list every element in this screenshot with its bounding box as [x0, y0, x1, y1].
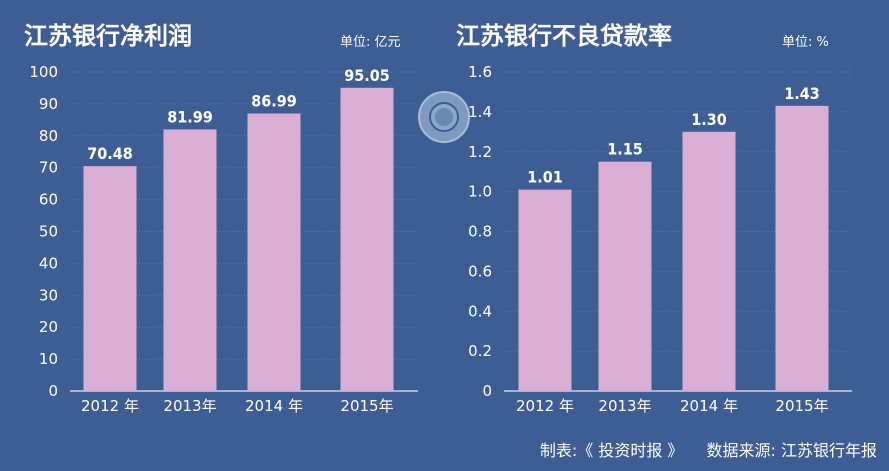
net-profit-y-tick-label: 30: [39, 286, 58, 304]
net-profit-data-label: 86.99: [251, 92, 297, 111]
npl-ratio-bar: [518, 189, 572, 391]
npl-ratio-y-tick-label: 0.2: [468, 342, 492, 360]
npl-ratio-y-tick-label: 1.0: [468, 183, 492, 201]
footer-source: 数据来源: 江苏银行年报: [706, 441, 877, 460]
npl-ratio-title: 江苏银行不良贷款率: [456, 22, 672, 50]
npl-ratio-data-label: 1.15: [607, 140, 643, 159]
npl-ratio-bar: [682, 131, 736, 391]
npl-ratio-bar: [775, 105, 829, 392]
footer: 制表:《 投资时报 》 数据来源: 江苏银行年报: [522, 437, 877, 461]
net-profit-y-tick-label: 100: [29, 63, 58, 81]
net-profit-x-tick-label: 2012 年: [81, 397, 139, 415]
net-profit-y-tick-label: 80: [39, 127, 58, 145]
net-profit-x-tick-label: 2013年: [163, 397, 216, 415]
npl-ratio-bars: [518, 105, 829, 392]
npl-ratio-x-tick-label: 2015年: [775, 397, 828, 415]
npl-ratio-chart: 江苏银行不良贷款率 单位: % 0 0.2 0.4 0.6 0.8 1.0 1.2 1.4 1.…: [456, 22, 852, 415]
npl-ratio-x-tick-label: 2013年: [598, 397, 651, 415]
net-profit-data-label: 81.99: [167, 107, 213, 126]
npl-ratio-x-axis: 2012 年 2013年 2014 年 2015年: [516, 397, 829, 415]
net-profit-title: 江苏银行净利润: [24, 22, 192, 50]
npl-ratio-data-labels: 1.01 1.15 1.30 1.43: [527, 84, 820, 187]
npl-ratio-data-label: 1.43: [784, 84, 820, 103]
net-profit-y-tick-label: 40: [39, 254, 58, 272]
net-profit-y-tick-label: 20: [39, 318, 58, 336]
npl-ratio-data-label: 1.01: [527, 168, 563, 187]
npl-ratio-y-tick-label: 0.4: [468, 302, 492, 320]
net-profit-y-tick-label: 90: [39, 95, 58, 113]
net-profit-chart: 江苏银行净利润 单位: 亿元 0 10 20 30 40 50 60 70 80 90 100 70…: [24, 22, 418, 415]
npl-ratio-y-tick-label: 0.6: [468, 262, 492, 280]
npl-ratio-y-tick-label: 1.4: [468, 103, 492, 121]
net-profit-data-label: 70.48: [87, 144, 133, 163]
net-profit-unit: 单位: 亿元: [340, 35, 401, 50]
net-profit-bar: [163, 129, 217, 391]
net-profit-bar: [340, 87, 394, 391]
net-profit-data-label: 95.05: [344, 66, 390, 85]
net-profit-y-axis: 0 10 20 30 40 50 60 70 80 90 100: [29, 63, 58, 400]
net-profit-y-tick-label: 60: [39, 191, 58, 209]
npl-ratio-x-tick-label: 2014 年: [680, 397, 738, 415]
npl-ratio-y-tick-label: 0.8: [468, 223, 492, 241]
net-profit-y-tick-label: 70: [39, 159, 58, 177]
net-profit-bar: [83, 166, 137, 391]
npl-ratio-y-axis: 0 0.2 0.4 0.6 0.8 1.0 1.2 1.4 1.6: [468, 63, 492, 400]
npl-ratio-y-tick-label: 1.2: [468, 143, 492, 161]
net-profit-x-tick-label: 2014 年: [245, 397, 303, 415]
npl-ratio-bar: [598, 161, 652, 391]
net-profit-x-axis: 2012 年 2013年 2014 年 2015年: [81, 397, 394, 415]
net-profit-data-labels: 70.48 81.99 86.99 95.05: [87, 66, 390, 163]
net-profit-y-tick-label: 0: [48, 382, 58, 400]
npl-ratio-unit: 单位: %: [782, 35, 829, 50]
footer-maker: 制表:《 投资时报 》: [539, 441, 684, 460]
net-profit-y-tick-label: 50: [39, 223, 58, 241]
decorative-circle-icon: [418, 91, 470, 143]
npl-ratio-y-tick-label: 1.6: [468, 63, 492, 81]
net-profit-x-tick-label: 2015年: [340, 397, 393, 415]
net-profit-bar: [247, 113, 301, 392]
npl-ratio-x-tick-label: 2012 年: [516, 397, 574, 415]
npl-ratio-data-label: 1.30: [691, 110, 727, 129]
net-profit-y-tick-label: 10: [39, 350, 58, 368]
net-profit-bars: [83, 87, 394, 392]
npl-ratio-y-tick-label: 0: [482, 382, 492, 400]
